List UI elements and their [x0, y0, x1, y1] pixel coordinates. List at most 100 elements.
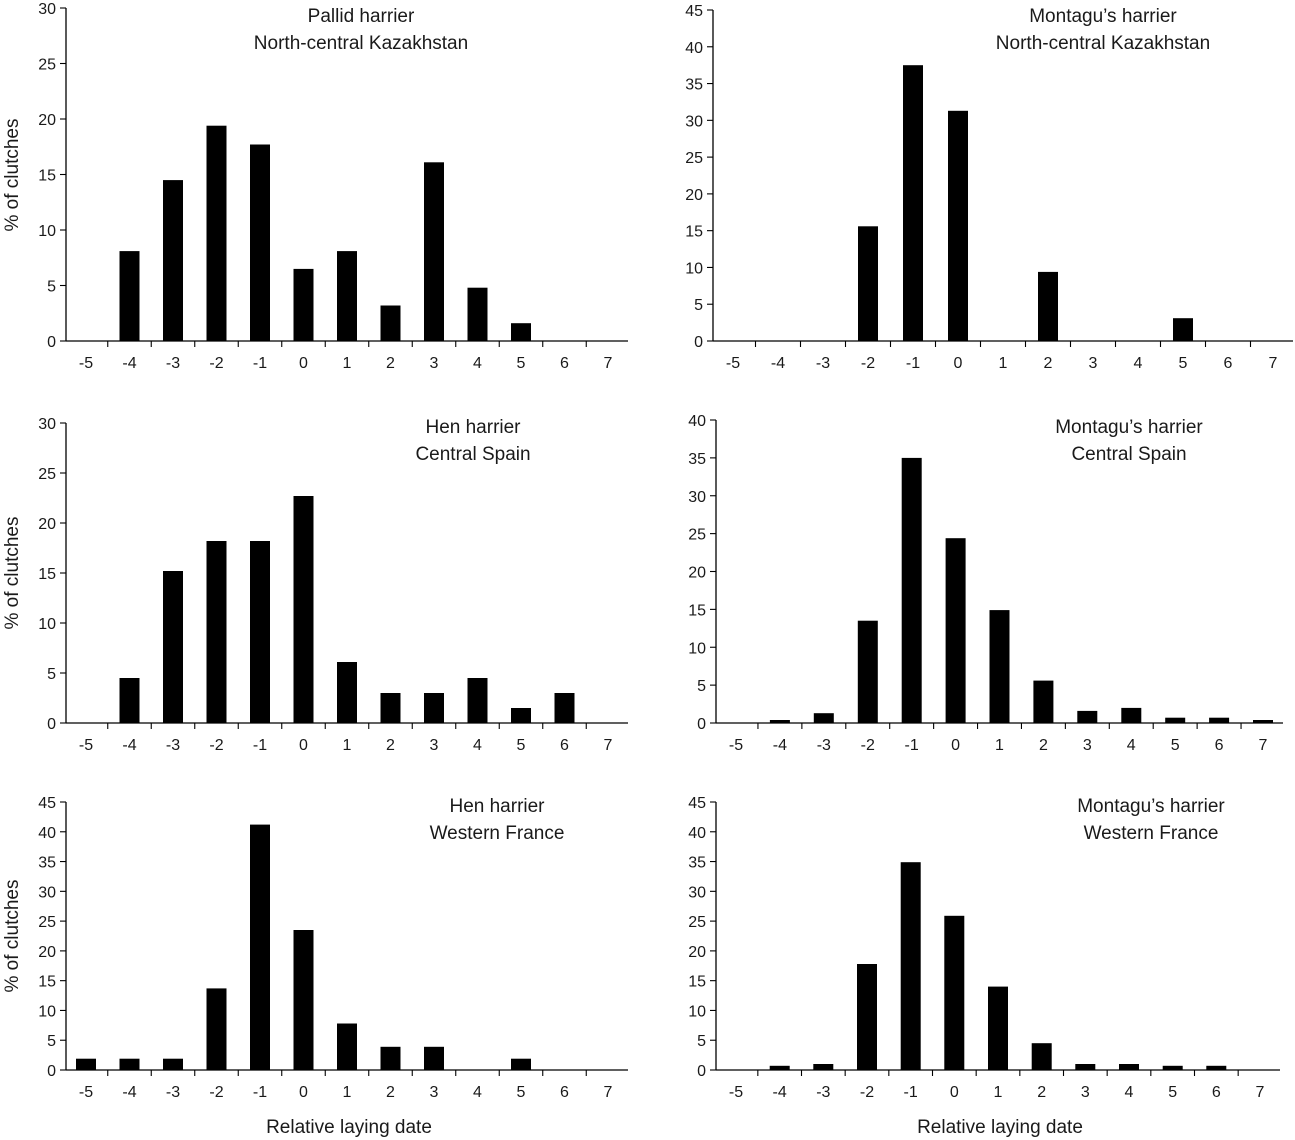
x-tick-label: -2 — [860, 1084, 874, 1101]
y-tick-label: 5 — [694, 297, 703, 314]
y-tick-label: 0 — [47, 334, 56, 351]
y-tick-label: 10 — [688, 640, 706, 657]
x-tick-label: -2 — [209, 355, 223, 372]
bar-2 — [1033, 680, 1054, 723]
x-tick-label: 0 — [299, 355, 308, 372]
x-tick-label: 7 — [1256, 1084, 1265, 1101]
x-tick-label: -1 — [253, 1084, 267, 1101]
bar--4 — [119, 251, 140, 341]
x-tick-label: 4 — [473, 737, 482, 754]
y-tick-label: 30 — [38, 416, 56, 433]
y-tick-label: 20 — [38, 516, 56, 533]
x-tick-label: 3 — [1081, 1084, 1090, 1101]
bar-0 — [948, 110, 968, 341]
chart-panel-3: 0 5 10 15 20 25 30 -5 -4 -3 -2 -1 0 1 2 3 4 5 6 7 Hen harrie… — [2, 416, 628, 754]
chart-panel-4: 0 5 10 15 20 25 30 35 40 -5 -4 -3 -2 -1 0 1 2 3 4 5 6 7 Montag… — [688, 413, 1283, 754]
x-tick-label: 0 — [954, 355, 963, 372]
y-tick-label: 0 — [694, 334, 703, 351]
chart-title-line-1: Montagu’s harrier — [1029, 6, 1177, 27]
y-tick-label: 45 — [685, 3, 703, 20]
y-tick-label: 5 — [47, 1033, 56, 1050]
bar--5 — [76, 1058, 96, 1070]
bar-5 — [1173, 318, 1193, 341]
x-tick-label: -5 — [726, 355, 740, 372]
bar--2 — [206, 541, 227, 723]
y-tick-label: 0 — [697, 716, 706, 733]
bar--1 — [900, 862, 921, 1070]
x-tick-label: 4 — [1125, 1084, 1134, 1101]
x-tick-label: 6 — [1215, 737, 1224, 754]
bar-2 — [380, 1046, 401, 1070]
y-tick-label: 40 — [38, 825, 56, 842]
bar-0 — [293, 930, 314, 1070]
x-tick-label: -3 — [816, 355, 830, 372]
bar--3 — [163, 1058, 183, 1070]
bar--1 — [250, 541, 270, 723]
y-tick-label: 15 — [685, 224, 703, 241]
bar-0 — [293, 496, 314, 723]
y-tick-label: 15 — [38, 566, 56, 583]
x-tick-label: -2 — [209, 1084, 223, 1101]
x-tick-label: -1 — [904, 1084, 918, 1101]
x-tick-label: 7 — [604, 1084, 613, 1101]
x-tick-label: 2 — [1039, 737, 1048, 754]
y-tick-label: 35 — [38, 855, 56, 872]
bar-6 — [554, 693, 575, 723]
y-tick-label: 5 — [47, 666, 56, 683]
chart-title-line-1: Montagu’s harrier — [1077, 796, 1225, 817]
y-tick-label: 30 — [688, 489, 706, 506]
x-tick-label: 0 — [950, 1084, 959, 1101]
bar--2 — [858, 226, 878, 341]
x-axis-label: Relative laying date — [266, 1117, 432, 1138]
y-tick-label: 35 — [688, 451, 706, 468]
x-tick-label: -1 — [905, 737, 919, 754]
bar-1 — [988, 986, 1008, 1070]
y-tick-label: 45 — [688, 795, 706, 812]
y-tick-label: 40 — [688, 413, 706, 430]
x-tick-label: -3 — [166, 1084, 180, 1101]
x-tick-label: 4 — [473, 1084, 482, 1101]
x-tick-label: -2 — [861, 355, 875, 372]
bar-2 — [1038, 271, 1058, 341]
x-tick-label: 5 — [517, 355, 526, 372]
x-tick-label: -2 — [209, 737, 223, 754]
x-tick-label: 4 — [1127, 737, 1136, 754]
bar--2 — [206, 125, 227, 341]
y-tick-label: 25 — [688, 527, 706, 544]
bar--4 — [769, 720, 790, 723]
bar-5 — [1162, 1065, 1183, 1070]
x-tick-label: 5 — [1179, 355, 1188, 372]
chart-title-line-2: North-central Kazakhstan — [996, 33, 1210, 54]
y-tick-label: 30 — [688, 884, 706, 901]
bar--4 — [769, 1065, 790, 1070]
bar-1 — [337, 662, 357, 723]
bar--4 — [119, 1058, 140, 1070]
bar-5 — [1165, 717, 1186, 723]
bar-4 — [1121, 707, 1142, 723]
x-tick-label: 2 — [1037, 1084, 1046, 1101]
bar-7 — [1253, 720, 1273, 723]
bar-1 — [989, 610, 1010, 723]
x-tick-label: 5 — [517, 737, 526, 754]
bar--1 — [250, 824, 270, 1070]
y-tick-label: 25 — [38, 57, 56, 74]
x-tick-label: 0 — [299, 737, 308, 754]
y-tick-label: 15 — [688, 974, 706, 991]
x-tick-label: 3 — [1089, 355, 1098, 372]
y-tick-label: 5 — [697, 1033, 706, 1050]
bar-2 — [1031, 1043, 1052, 1070]
chart-title-line-2: Central Spain — [1071, 444, 1186, 465]
bar--1 — [901, 457, 922, 723]
y-tick-label: 15 — [688, 602, 706, 619]
x-tick-label: 1 — [343, 737, 352, 754]
y-tick-label: 10 — [38, 223, 56, 240]
bar-3 — [1075, 1064, 1096, 1070]
y-tick-label: 0 — [47, 1063, 56, 1080]
x-tick-label: 2 — [386, 1084, 395, 1101]
x-tick-label: 6 — [560, 1084, 569, 1101]
y-tick-label: 5 — [47, 279, 56, 296]
bar--2 — [857, 620, 878, 723]
